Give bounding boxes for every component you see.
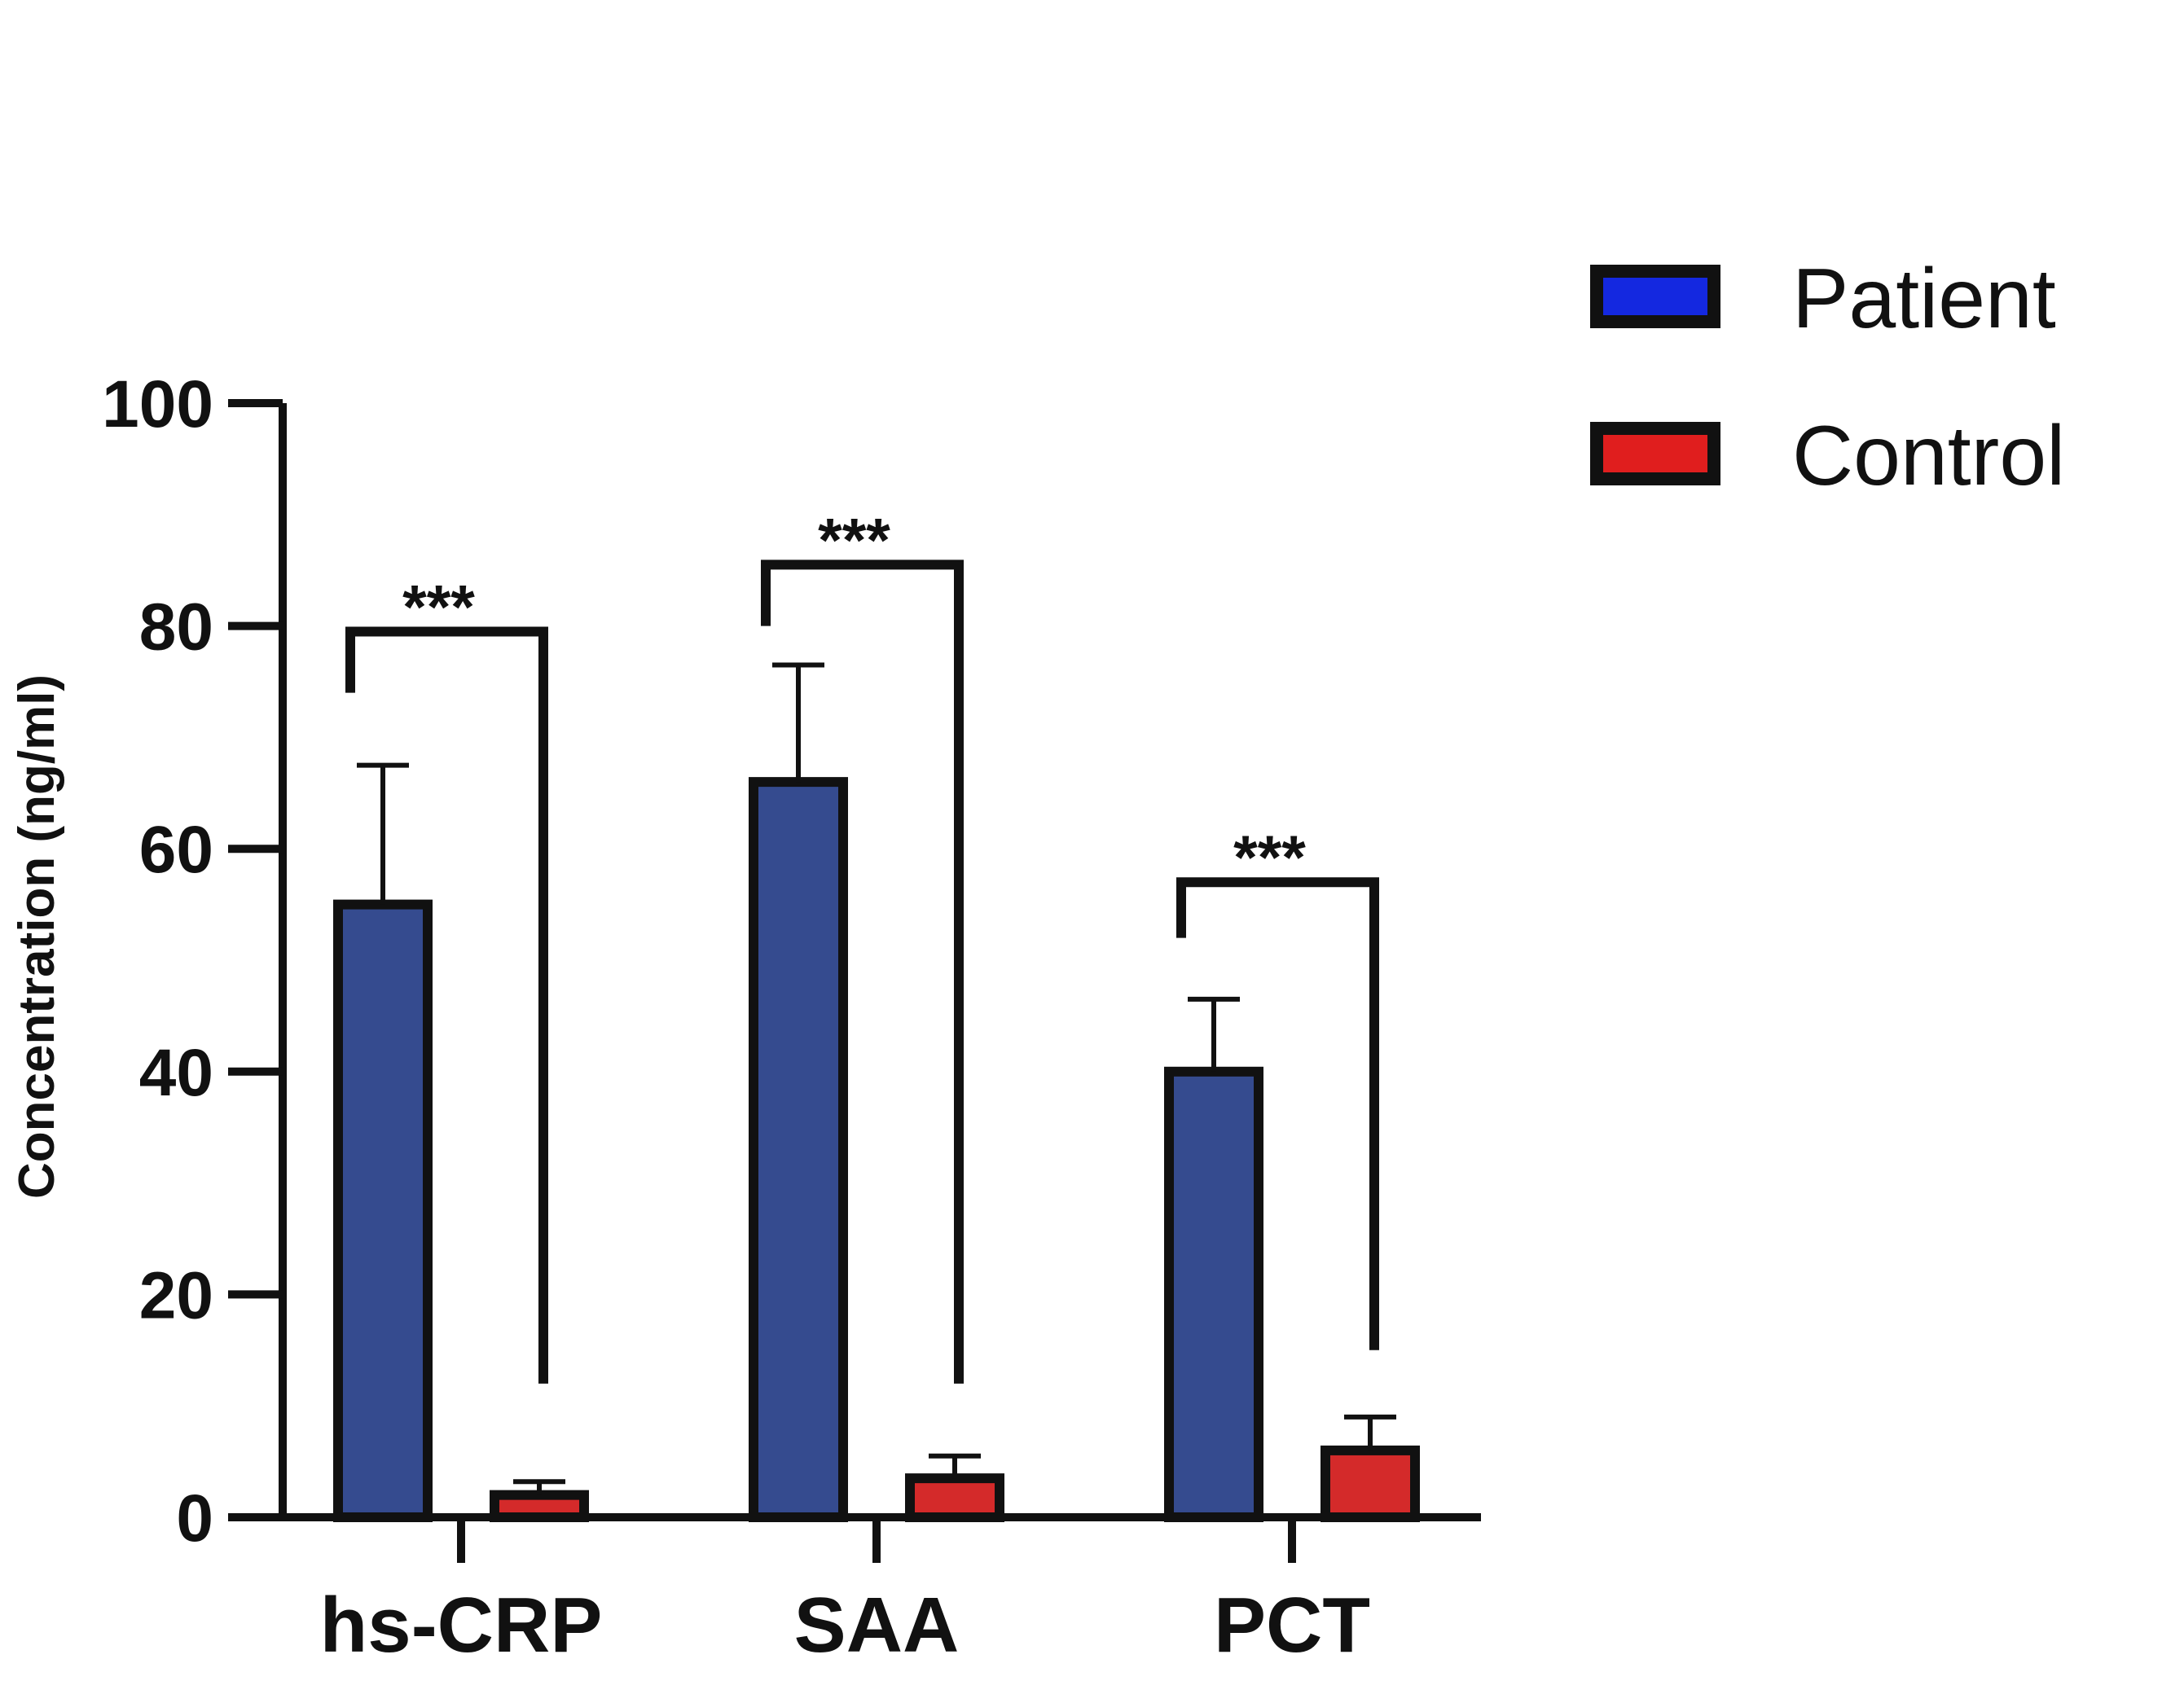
ticks-layer: 0 20 40 60 80 100 — [102, 367, 283, 1556]
y-tick-label-100: 100 — [102, 367, 213, 441]
legend-label-control: Control — [1792, 409, 2065, 503]
axes-layer — [228, 403, 1481, 1521]
y-tick-label-80: 80 — [139, 590, 213, 665]
bar-control-PCT — [1321, 1445, 1420, 1523]
legend-swatch-patient — [1590, 265, 1720, 328]
category-labels-layer: hs-CRP SAA PCT — [320, 1517, 1370, 1669]
significance-bracket-PCT — [1176, 877, 1379, 1350]
bar-patient-hs-CRP — [333, 899, 433, 1522]
significance-label-PCT: *** — [1233, 823, 1306, 893]
bar-patient-PCT — [1164, 1066, 1263, 1523]
significance-label-SAA: *** — [818, 506, 890, 575]
legend-label-patient: Patient — [1792, 252, 2056, 346]
legend: Patient Control — [1590, 252, 2065, 503]
category-label-SAA: SAA — [794, 1582, 960, 1669]
significance-layer: *** *** *** — [345, 506, 1379, 1384]
bar-control-SAA — [905, 1473, 1004, 1522]
legend-swatch-control — [1590, 422, 1720, 485]
category-label-PCT: PCT — [1214, 1582, 1370, 1669]
y-tick-label-60: 60 — [139, 813, 213, 887]
y-tick-label-20: 20 — [139, 1258, 213, 1332]
y-tick-label-40: 40 — [139, 1036, 213, 1110]
category-label-hs-CRP: hs-CRP — [320, 1582, 603, 1669]
significance-bracket-SAA — [761, 560, 964, 1384]
y-axis-title: Concentration (ng/ml) — [9, 674, 65, 1199]
error-bars-layer — [357, 662, 1396, 1495]
significance-label-hs-CRP: *** — [402, 573, 475, 642]
significance-bracket-hs-CRP — [345, 626, 548, 1384]
bar-patient-SAA — [749, 777, 848, 1522]
y-tick-label-0: 0 — [176, 1481, 213, 1556]
